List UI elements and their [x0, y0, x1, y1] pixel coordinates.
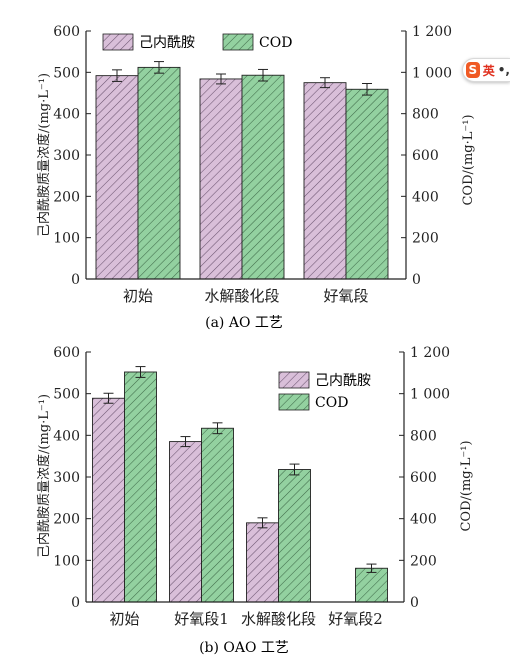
ime-toolbar[interactable]: S 英 •,: [462, 58, 510, 82]
panel-a-error-bar: [112, 69, 122, 82]
panel-b-legend-swatch-caprolactam: [278, 371, 310, 389]
panel-b-error-bar: [257, 517, 268, 529]
panel-b-y2-tick-label: 600: [410, 470, 437, 486]
panel-b-bar-cod: [124, 371, 157, 603]
panel-b-error-bar: [366, 563, 377, 573]
panel-a-chart: 0 100 200 300 400 500 600 0 200 400 600 800 1 000 1 2…: [36, 24, 476, 331]
panel-a-legend-label-cod: COD: [259, 35, 292, 51]
panel-a-bar-cod: [345, 88, 389, 280]
panel-a-y2-tick-label: 1 000: [412, 65, 452, 81]
panel-b-ticks: 0 100 200 300 400 500 600 0 200 400 600 800 1 000 1 2…: [53, 345, 450, 628]
panel-a-bars: [95, 61, 389, 280]
panel-a-bar-caprolactam: [199, 78, 243, 280]
panel-b-y2-tick-label: 1 200: [410, 345, 450, 361]
panel-a-error-bar: [154, 61, 164, 74]
panel-a-caption: (a) AO 工艺: [205, 315, 283, 331]
panel-b-y-tick-label: 500: [53, 387, 80, 403]
panel-a-y2-tick-label: 1 200: [412, 24, 452, 40]
panel-b-legend: 己内酰胺 COD: [278, 371, 371, 411]
panel-a-legend-label-caprolactam: 己内酰胺: [139, 35, 195, 51]
panel-b-y2-tick-label: 0: [410, 595, 419, 611]
panel-a-error-bar: [258, 68, 268, 82]
panel-a-category-label: 好氧段: [323, 287, 368, 305]
panel-b-error-bar: [135, 366, 146, 378]
panel-b-error-bar: [180, 436, 191, 448]
panel-b-y-tick-label: 0: [71, 595, 80, 611]
panel-b-y-tick-label: 600: [53, 345, 80, 361]
panel-a-bar-caprolactam: [95, 75, 139, 280]
panel-b-y2-tick-label: 800: [410, 428, 437, 444]
panel-b-error-bar: [289, 463, 300, 476]
panel-a-y2-tick-label: 400: [412, 189, 439, 205]
panel-b-y-tick-label: 400: [53, 428, 80, 444]
panel-a-legend-swatch-caprolactam: [102, 33, 134, 51]
panel-b-y-tick-label: 300: [53, 470, 80, 486]
ime-language-toggle[interactable]: 英: [482, 63, 495, 78]
panel-b-legend-label-caprolactam: 己内酰胺: [315, 373, 371, 389]
panel-b-y2-axis-label: COD/(mg·L⁻¹): [459, 440, 474, 531]
panel-b-bar-cod: [201, 427, 234, 603]
panel-b-bar-caprolactam: [246, 522, 279, 603]
panel-b-bar-caprolactam: [169, 441, 202, 603]
panel-a-bar-cod: [137, 66, 181, 280]
panel-b-y-tick-label: 200: [53, 512, 80, 528]
ime-logo-icon[interactable]: S: [466, 62, 480, 78]
panel-a-y-tick-label: 0: [71, 272, 80, 288]
panel-b-bar-cod: [355, 567, 388, 603]
panel-b-chart: 0 100 200 300 400 500 600 0 200 400 600 800 1 000 1 2…: [36, 345, 474, 656]
panel-a-y2-tick-label: 800: [412, 107, 439, 123]
panel-b-caption: (b) OAO 工艺: [199, 640, 289, 656]
panel-b-category-label: 好氧段1: [174, 610, 229, 628]
panel-a-y-tick-label: 300: [53, 148, 80, 164]
panel-b-bars: [92, 366, 388, 603]
panel-a-y-axis-label: 己内酰胺质量浓度/(mg·L⁻¹): [36, 73, 52, 237]
panel-b-y-tick-label: 100: [53, 553, 80, 569]
panel-a-error-bar: [362, 82, 372, 96]
panel-b-y2-tick-label: 400: [410, 512, 437, 528]
panel-b-category-label: 初始: [109, 610, 139, 628]
panel-a-y2-tick-label: 600: [412, 148, 439, 164]
panel-a-legend: 己内酰胺 COD: [102, 33, 292, 51]
panel-b-category-label: 好氧段2: [328, 610, 383, 628]
panel-a-category-label: 水解酸化段: [204, 287, 279, 305]
panel-a-y-tick-label: 200: [53, 189, 80, 205]
panel-a-ticks: 0 100 200 300 400 500 600 0 200 400 600 800 1 000 1 2…: [53, 24, 452, 305]
panel-b-y-axis-label: 己内酰胺质量浓度/(mg·L⁻¹): [36, 394, 52, 558]
panel-a-y2-tick-label: 200: [412, 231, 439, 247]
panel-b-category-label: 水解酸化段: [241, 610, 316, 628]
panel-b-error-bar: [212, 422, 223, 435]
panel-b-y2-tick-label: 1 000: [410, 387, 450, 403]
panel-b-bar-caprolactam: [92, 397, 125, 603]
panel-a-bar-cod: [241, 74, 285, 280]
panel-a-bar-caprolactam: [303, 82, 347, 280]
panel-a-y2-tick-label: 0: [412, 272, 421, 288]
panel-a-error-bar: [216, 73, 226, 85]
panel-a-y2-axis-label: COD/(mg·L⁻¹): [461, 114, 476, 205]
panel-b-error-bar: [103, 392, 114, 404]
panel-a-error-bar: [320, 77, 330, 89]
panel-b-bar-cod: [278, 469, 311, 603]
panel-a-y-tick-label: 100: [53, 231, 80, 247]
panel-a-legend-swatch-cod: [222, 33, 254, 51]
panel-a-category-label: 初始: [123, 287, 153, 305]
panel-b-legend-label-cod: COD: [315, 395, 348, 411]
ime-punctuation-toggle[interactable]: •,: [497, 63, 510, 77]
panel-b-legend-swatch-cod: [278, 393, 310, 411]
panel-a-y-tick-label: 400: [53, 107, 80, 123]
panel-a-y-tick-label: 500: [53, 65, 80, 81]
panel-a-y-tick-label: 600: [53, 24, 80, 40]
panel-b-y2-tick-label: 200: [410, 553, 437, 569]
